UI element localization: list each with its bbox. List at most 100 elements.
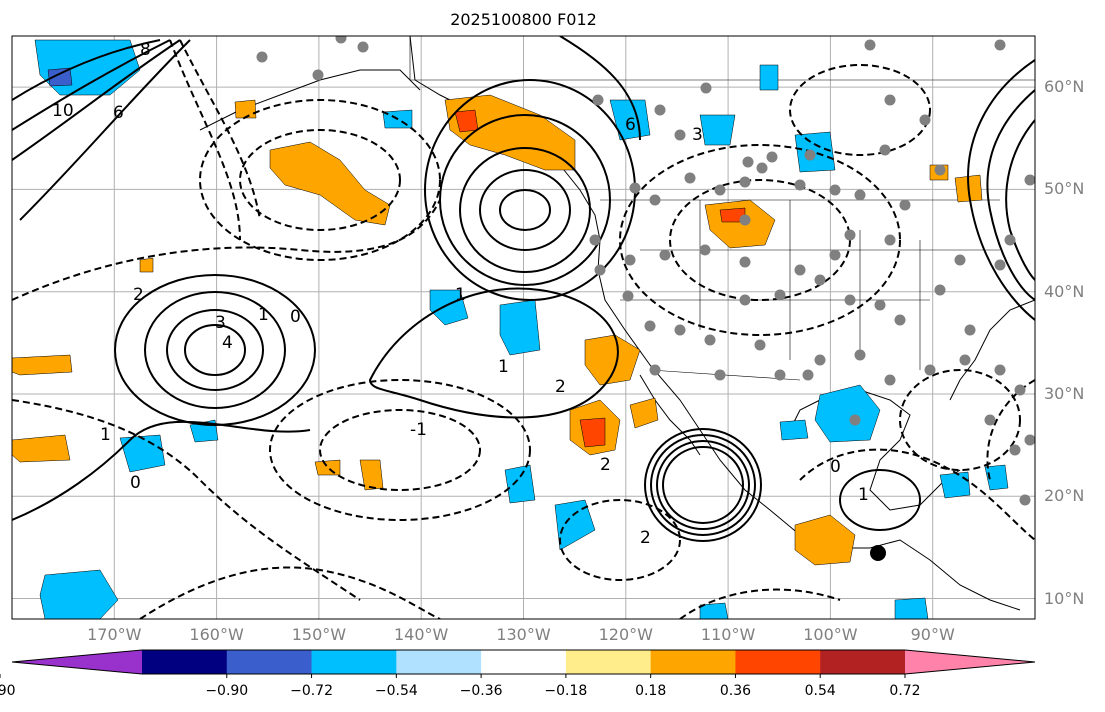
observation-dot	[592, 94, 604, 106]
colorbar-segment	[142, 650, 228, 674]
observation-dot	[924, 364, 936, 376]
map-frame	[11, 35, 1036, 620]
colorbar-extend-low	[12, 650, 142, 674]
contour-value-label: 2	[640, 528, 651, 548]
observation-dot	[624, 254, 636, 266]
colorbar-segment	[226, 650, 313, 674]
observation-dot	[934, 284, 946, 296]
observation-dot	[739, 214, 751, 226]
observation-dot	[1019, 494, 1031, 506]
colorbar-tick-label: −0.54	[374, 683, 418, 699]
contour-value-label: 6	[625, 115, 636, 135]
observation-dot	[756, 162, 768, 174]
observation-dot	[644, 320, 656, 332]
contour-value-label: 6	[113, 103, 124, 123]
coastline-baja-california	[639, 374, 701, 456]
contour-value-label: 3	[692, 125, 703, 145]
observation-dot	[879, 144, 891, 156]
colorbar-tick-label: 0.18	[635, 683, 667, 699]
contour-value-label: 1	[455, 285, 466, 305]
observation-dot	[954, 254, 966, 266]
contour-value-label: -1	[410, 420, 427, 440]
observation-dot	[589, 234, 601, 246]
observation-dot	[766, 151, 778, 163]
observation-dot	[774, 289, 786, 301]
contour-value-label: 4	[222, 333, 233, 353]
lat-tick-label: 60°N	[1044, 77, 1085, 97]
observation-dot	[919, 114, 931, 126]
colorbar-segment	[481, 650, 567, 674]
lon-tick-label: 110°W	[700, 625, 756, 644]
observation-dot	[739, 294, 751, 306]
colorbar-segment	[396, 650, 482, 674]
observation-dot	[794, 179, 806, 191]
lon-tick-label: 170°W	[87, 625, 142, 644]
contour-value-label: 1	[858, 485, 869, 505]
lat-tick-label: 40°N	[1044, 281, 1085, 301]
observation-dot	[312, 69, 324, 81]
contour-value-label: 10	[52, 101, 74, 121]
colorbar-tick-label: 0.36	[719, 683, 752, 699]
observation-dot	[774, 369, 786, 381]
observation-dot	[594, 264, 606, 276]
colorbar-segment	[735, 650, 821, 674]
observation-dot	[934, 164, 946, 176]
observation-dot	[739, 256, 751, 268]
colorbar-tick-label: 0.54	[804, 683, 836, 699]
contour-value-label: 3	[215, 313, 226, 333]
contour-value-label: 1	[100, 425, 111, 445]
observation-dot	[674, 129, 686, 141]
observation-dot	[357, 41, 369, 53]
observation-dot	[844, 229, 856, 241]
colorbar-tick-label: −0.90	[205, 683, 249, 699]
observation-dot	[964, 324, 976, 336]
observation-dot	[894, 314, 906, 326]
observation-dot	[994, 39, 1006, 51]
lon-tick-label: 120°W	[598, 625, 653, 644]
observation-dot	[649, 364, 661, 376]
observation-dot	[704, 334, 716, 346]
anomaly-shading	[12, 39, 1009, 619]
observation-dot	[684, 172, 696, 184]
observation-dot	[884, 234, 896, 246]
contour-value-label: 0	[130, 473, 141, 493]
lon-tick-label: 100°W	[803, 625, 858, 644]
observation-dot	[794, 264, 806, 276]
lat-tick-label: 20°N	[1044, 486, 1085, 506]
lon-tick-label: 160°W	[189, 625, 244, 644]
observation-dot	[1014, 384, 1026, 396]
observation-dot	[959, 354, 971, 366]
colorbar-tick-label: 0.72	[889, 683, 921, 699]
coastline-east	[949, 299, 1035, 401]
observation-dot	[739, 176, 751, 188]
lon-tick-label: 150°W	[291, 625, 347, 644]
observation-dot	[849, 414, 861, 426]
observation-dot	[884, 94, 896, 106]
observation-dot	[854, 349, 866, 361]
observation-dot	[854, 189, 866, 201]
observation-dot	[714, 184, 726, 196]
observation-dot	[829, 249, 841, 261]
colorbar-segment	[565, 650, 652, 674]
colorbar-tick-label: −0.18	[544, 683, 588, 699]
colorbar-tick-label: −0.72	[290, 683, 333, 699]
observation-dot	[629, 182, 641, 194]
observation-dot	[829, 184, 841, 196]
contour-value-label: 0	[830, 457, 841, 477]
colorbar-segment	[650, 650, 736, 674]
solid-contours	[12, 36, 1035, 542]
lon-tick-label: 90°W	[910, 625, 955, 644]
observation-dot	[256, 51, 268, 63]
contour-value-label: 0	[290, 307, 301, 327]
lon-tick-label: 130°W	[496, 625, 551, 644]
colorbar-tick-label: −0.36	[459, 683, 503, 699]
observation-dot	[742, 156, 754, 168]
observation-dot	[654, 104, 666, 116]
observation-dot	[649, 194, 661, 206]
contour-value-label: 1	[258, 305, 269, 325]
observation-dot	[899, 199, 911, 211]
dashed-contours	[12, 39, 1035, 619]
observation-dot	[1024, 434, 1035, 446]
observation-dot	[1024, 174, 1035, 186]
